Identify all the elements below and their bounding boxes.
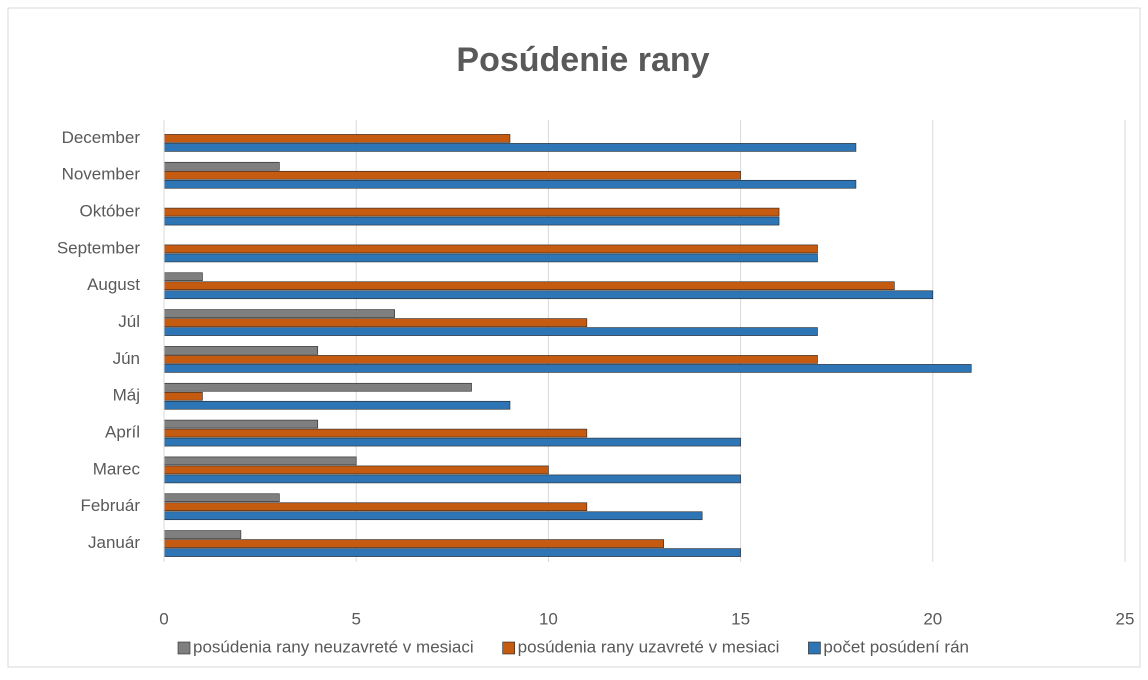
bar: [163, 346, 319, 355]
bar: [163, 474, 741, 484]
bar: [163, 327, 818, 336]
legend-swatch: [177, 641, 191, 655]
bar: [163, 502, 588, 512]
chart-title: Posúdenie rany: [456, 41, 709, 79]
y-tick-label: Júl: [118, 312, 140, 331]
bar: [163, 530, 242, 539]
bar: [163, 290, 934, 300]
y-tick-label: Marec: [93, 459, 141, 478]
bar: [163, 539, 665, 548]
bar: [163, 253, 818, 263]
y-tick-label: Jún: [113, 349, 140, 368]
legend-label: posúdenia rany uzavreté v mesiaci: [518, 637, 780, 656]
bar: [163, 428, 588, 438]
bar: [163, 161, 280, 171]
y-tick-label: Január: [88, 533, 140, 552]
bar: [163, 493, 280, 503]
x-tick-label: 15: [731, 609, 750, 628]
y-tick-label: December: [62, 128, 141, 147]
bar: [163, 207, 780, 217]
bar: [163, 382, 472, 392]
bar: [163, 216, 780, 226]
legend-label: posúdenia rany neuzavreté v mesiaci: [193, 637, 474, 656]
x-tick-label: 5: [351, 609, 360, 628]
bar: [163, 134, 511, 143]
bar: [163, 272, 203, 282]
bar: [163, 143, 857, 152]
bar: [163, 548, 741, 557]
bar: [163, 419, 319, 429]
bar: [163, 437, 741, 447]
y-tick-label: Máj: [113, 386, 140, 405]
bar: [163, 318, 588, 327]
x-tick-label: 25: [1116, 609, 1135, 628]
x-tick-label: 10: [539, 609, 558, 628]
legend-swatch: [808, 641, 821, 655]
y-tick-label: Február: [80, 496, 140, 515]
bar: [163, 281, 895, 291]
legend-label: počet posúdení rán: [823, 637, 969, 656]
bar: [163, 511, 703, 521]
bar: [163, 170, 741, 180]
bar: [163, 400, 511, 410]
y-tick-label: September: [57, 238, 140, 257]
bar: [163, 355, 818, 364]
legend-swatch: [502, 641, 515, 655]
x-tick-label: 0: [159, 609, 168, 628]
bar: [163, 456, 357, 466]
bar: [163, 465, 549, 475]
bar: [163, 244, 818, 254]
bar: [163, 309, 395, 318]
chart-border: [7, 7, 1141, 668]
x-tick-label: 20: [923, 609, 942, 628]
bar: [163, 179, 857, 189]
y-tick-label: August: [87, 275, 140, 294]
y-tick-label: November: [62, 165, 141, 184]
bar: [163, 364, 972, 373]
y-tick-label: Apríl: [105, 423, 140, 442]
bar: [163, 391, 203, 401]
y-tick-label: Október: [80, 202, 141, 221]
